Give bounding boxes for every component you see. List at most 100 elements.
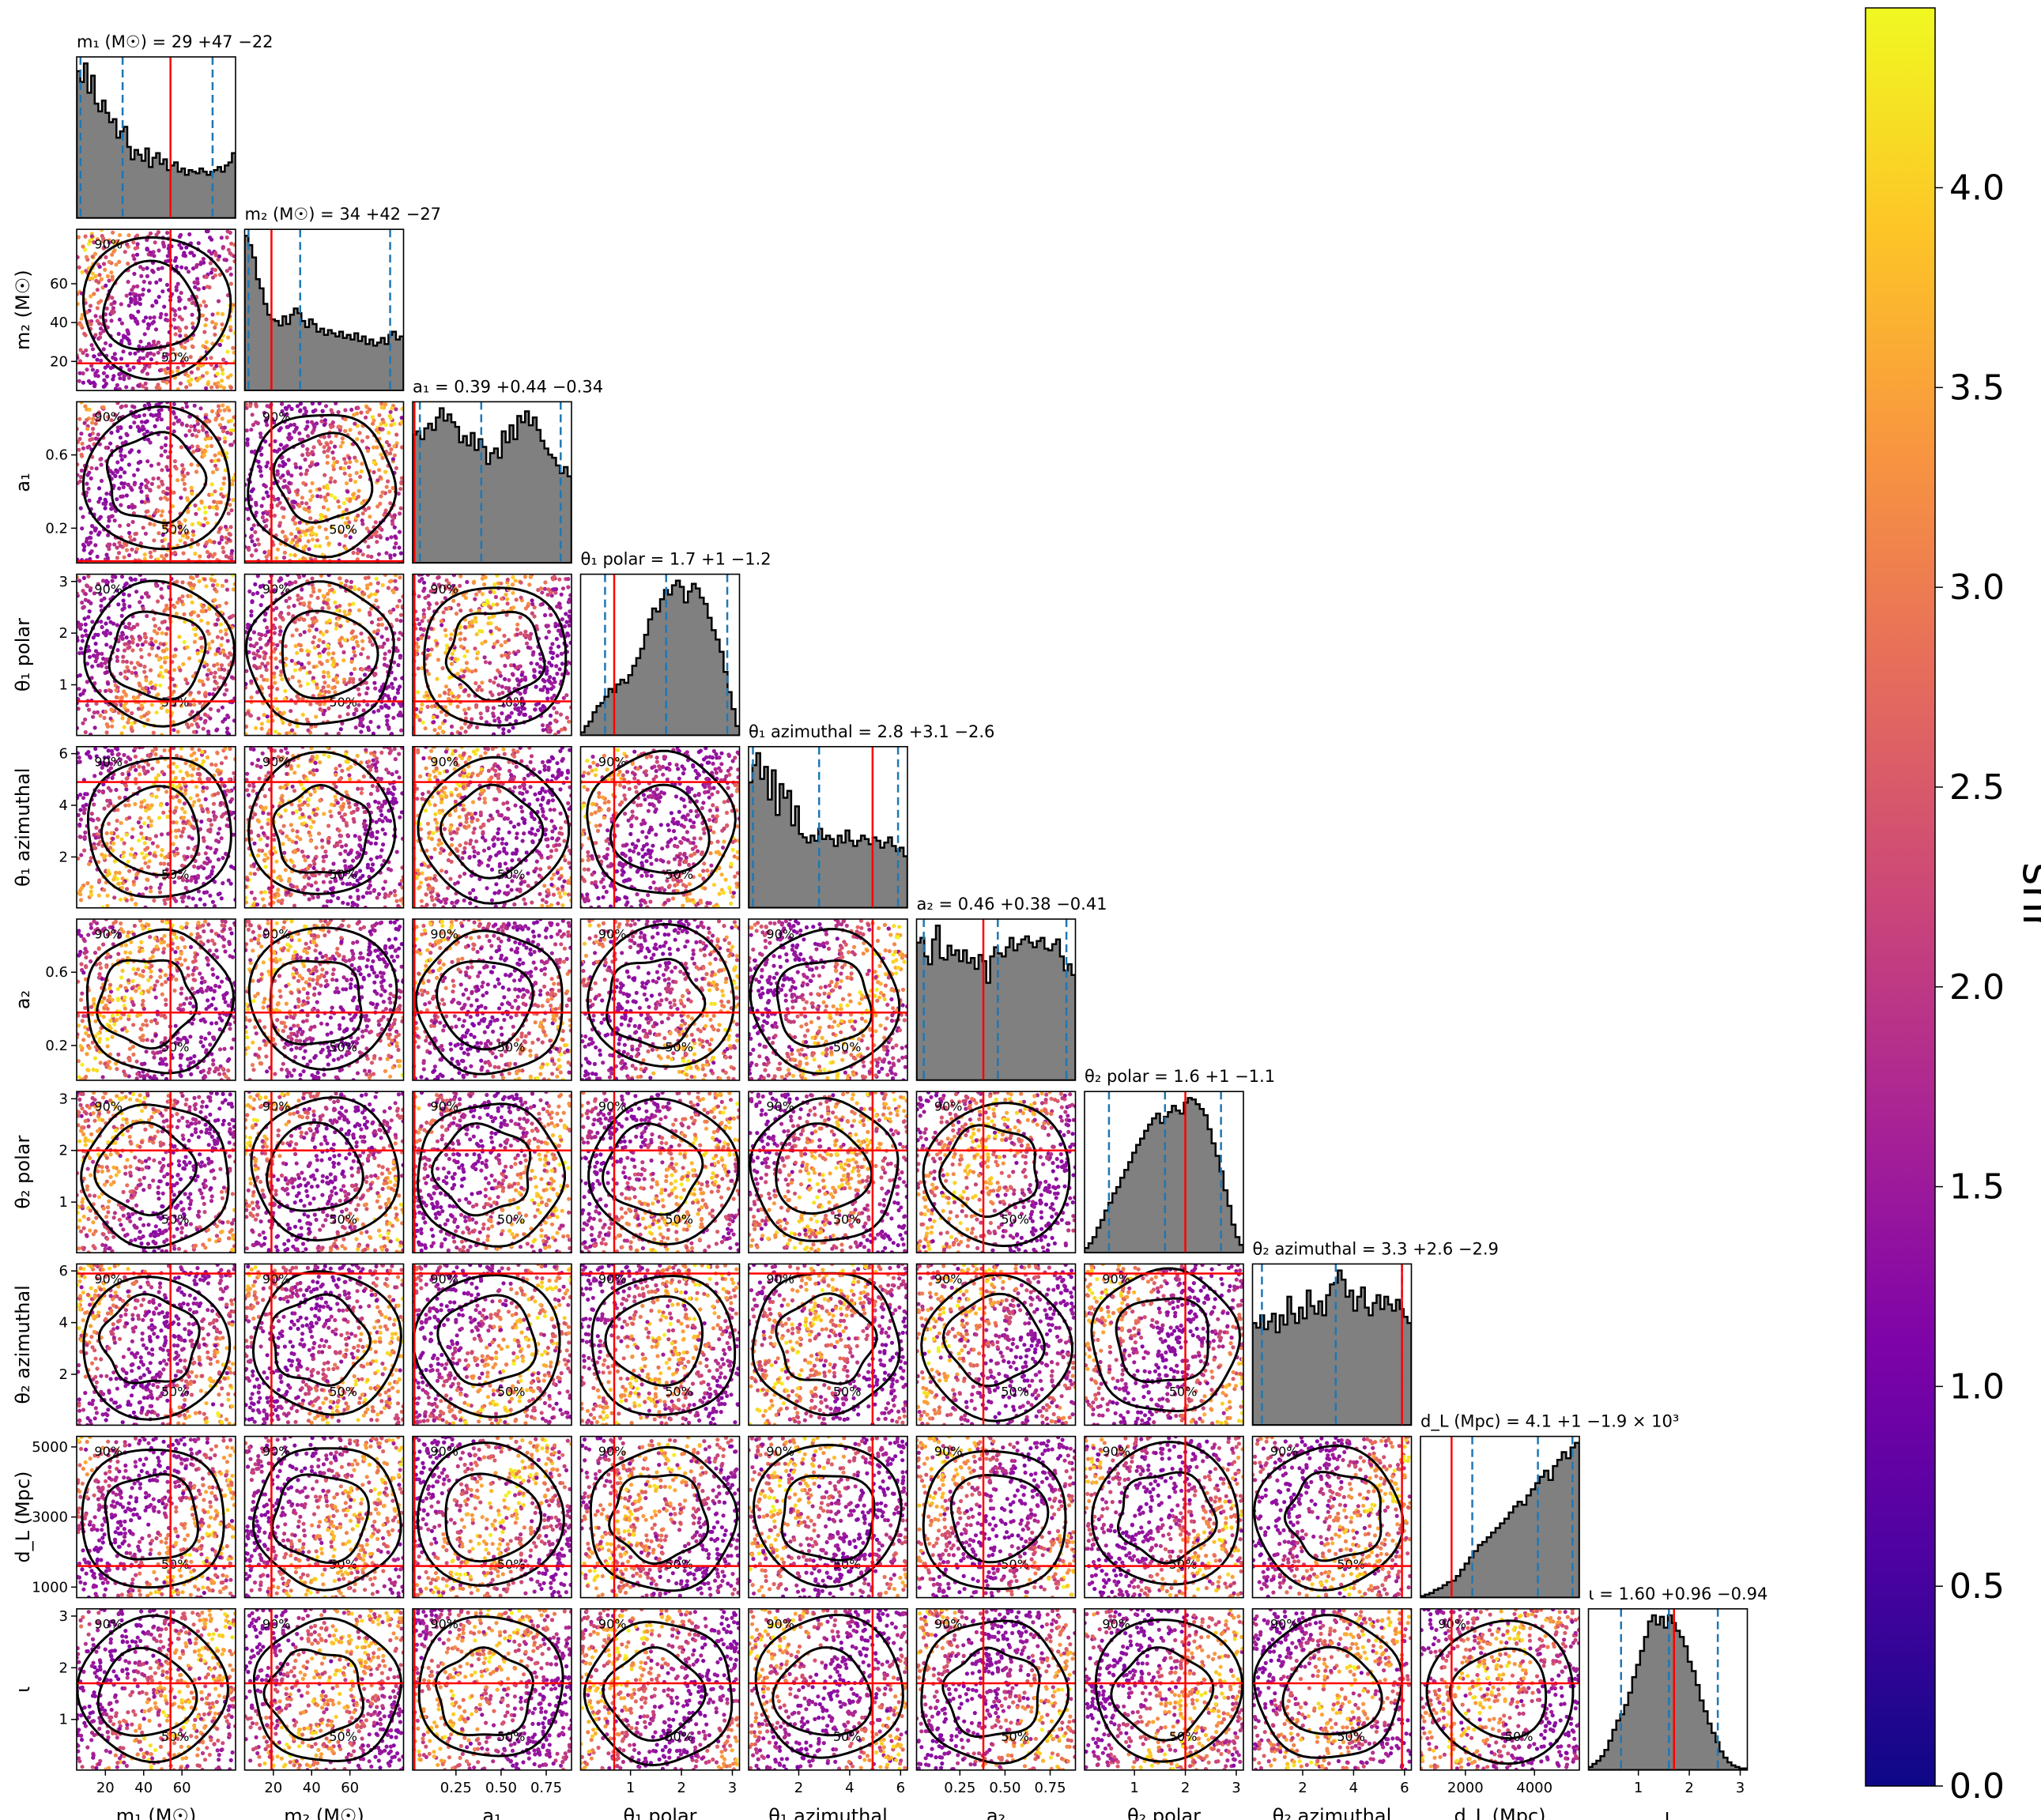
scatter-point — [224, 631, 228, 637]
scatter-point — [349, 659, 354, 665]
scatter-point — [307, 547, 311, 552]
scatter-point — [84, 348, 89, 352]
scatter-point — [297, 575, 302, 580]
scatter-point — [379, 616, 383, 621]
scatter-point — [157, 773, 161, 778]
scatter-point — [121, 659, 126, 664]
scatter-point — [185, 645, 190, 650]
scatter-point — [104, 552, 109, 557]
scatter-point — [157, 890, 163, 895]
scatter-point — [89, 237, 94, 242]
scatter-point — [224, 851, 228, 856]
scatter-point — [171, 746, 175, 751]
scatter-point — [532, 614, 537, 619]
panel-frame — [76, 228, 236, 392]
scatter-point — [202, 838, 206, 843]
scatter-point — [266, 718, 270, 724]
scatter-point — [173, 465, 178, 469]
scatter-point — [423, 726, 428, 731]
scatter-point — [324, 873, 329, 878]
scatter-point — [349, 810, 354, 816]
scatter-point — [183, 266, 189, 270]
scatter-point — [183, 325, 189, 330]
scatter-point — [117, 486, 122, 491]
scatter-point — [213, 268, 217, 273]
scatter-point — [339, 815, 344, 820]
scatter-point — [326, 754, 331, 759]
scatter-point — [543, 612, 548, 618]
scatter-point — [545, 729, 550, 734]
scatter-point — [560, 661, 565, 666]
scatter-point — [159, 311, 164, 316]
scatter-point — [118, 376, 123, 381]
scatter-point — [287, 437, 292, 442]
scatter-point — [258, 431, 263, 436]
scatter-point — [441, 610, 446, 615]
scatter-point — [214, 728, 219, 733]
scatter-point — [326, 605, 331, 610]
scatter-point — [258, 603, 263, 608]
scatter-point — [541, 728, 545, 733]
scatter-point — [264, 464, 269, 469]
scatter-point — [77, 751, 80, 756]
scatter-point — [329, 440, 334, 445]
scatter-point — [152, 628, 157, 634]
scatter-point — [185, 878, 190, 883]
scatter-point — [216, 831, 221, 836]
scatter-point — [340, 436, 345, 441]
scatter-point — [214, 467, 219, 472]
scatter-point — [461, 593, 466, 597]
scatter-point — [231, 428, 236, 433]
scatter-point — [473, 646, 477, 651]
scatter-point — [115, 460, 120, 465]
scatter-point — [142, 841, 147, 846]
scatter-point — [543, 580, 548, 585]
scatter-point — [415, 714, 420, 719]
scatter-point — [530, 601, 535, 607]
scatter-point — [206, 382, 210, 386]
scatter-point — [347, 773, 352, 778]
scatter-point — [159, 417, 164, 422]
scatter-point — [420, 702, 424, 707]
scatter-point — [178, 333, 183, 338]
panel-title-m1: m₁ (M☉) = 29 +47 −22 — [77, 32, 274, 51]
scatter-point — [77, 439, 80, 444]
scatter-point — [115, 469, 120, 473]
scatter-point — [540, 723, 545, 728]
scatter-point — [157, 462, 161, 466]
scatter-point — [78, 475, 84, 480]
scatter-point — [330, 526, 334, 530]
scatter-point — [199, 618, 204, 623]
scatter-point — [263, 633, 268, 638]
scatter-point — [383, 831, 387, 836]
scatter-point — [564, 693, 569, 698]
scatter-point — [119, 321, 124, 326]
scatter-point — [179, 345, 184, 349]
scatter-point — [263, 439, 268, 444]
scatter-point — [272, 832, 277, 838]
scatter-point — [504, 592, 508, 597]
scatter-point — [228, 272, 233, 277]
scatter-point — [360, 639, 365, 643]
scatter-point — [103, 502, 108, 507]
scatter-point — [101, 782, 106, 787]
scatter-point — [323, 708, 327, 713]
scatter-point — [83, 404, 88, 409]
scatter-point — [334, 459, 340, 465]
scatter-point — [249, 553, 255, 558]
scatter-point — [359, 729, 364, 734]
scatter-point — [138, 635, 142, 640]
scatter-point — [474, 725, 480, 730]
scatter-point — [323, 514, 328, 519]
scatter-point — [307, 661, 311, 665]
scatter-point — [389, 535, 394, 540]
scatter-point — [480, 629, 485, 634]
scatter-point — [475, 688, 480, 692]
scatter-point — [92, 292, 96, 296]
scatter-point — [492, 680, 496, 685]
scatter-point — [255, 590, 260, 596]
scatter-point — [152, 898, 157, 903]
scatter-point — [356, 494, 360, 499]
scatter-point — [221, 403, 225, 408]
scatter-point — [104, 669, 109, 675]
